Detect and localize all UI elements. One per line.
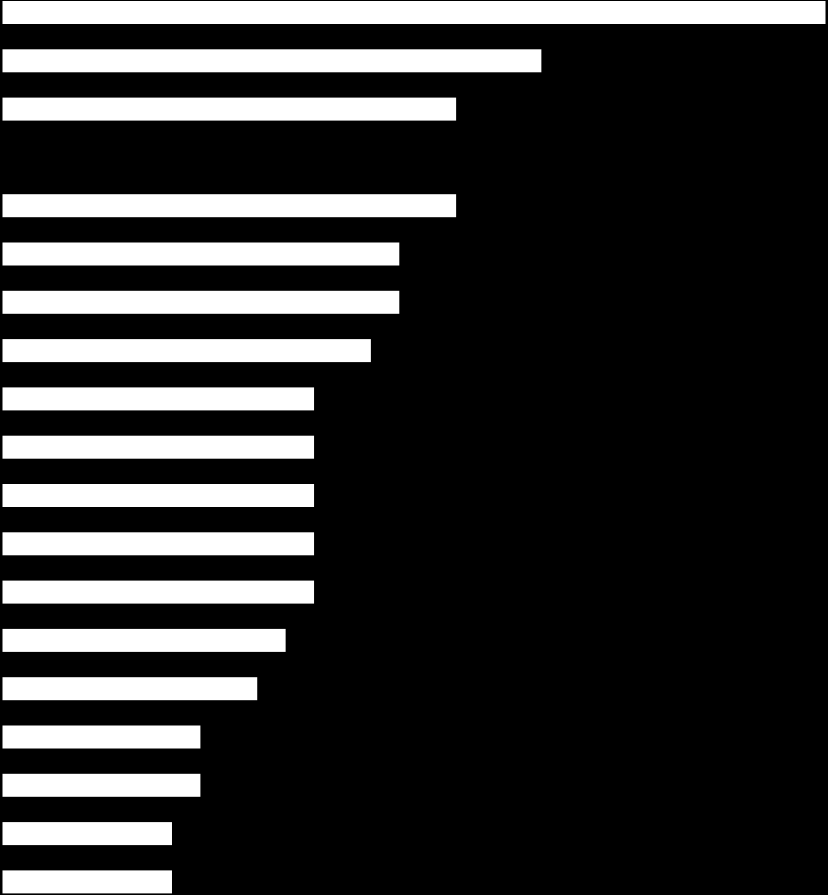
bar <box>1 386 316 412</box>
bar <box>1 676 259 702</box>
bar <box>1 579 316 605</box>
bar <box>1 724 202 750</box>
bar <box>1 821 173 847</box>
bar <box>1 483 316 508</box>
bar <box>1 434 316 460</box>
bar <box>1 531 316 557</box>
bar <box>1 96 458 122</box>
bar <box>1 241 401 267</box>
bar <box>1 338 372 364</box>
bar <box>1 0 827 25</box>
bar <box>1 869 173 895</box>
bar <box>1 289 401 315</box>
bar <box>1 193 458 219</box>
bar <box>1 772 202 798</box>
bar <box>1 627 287 653</box>
bar <box>1 48 543 74</box>
